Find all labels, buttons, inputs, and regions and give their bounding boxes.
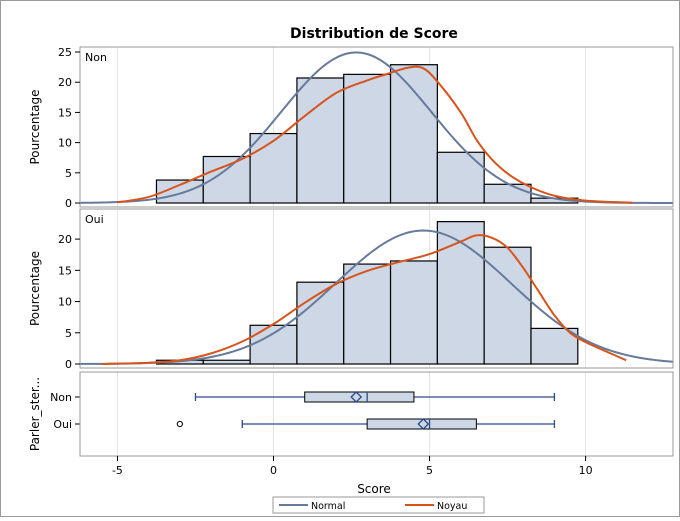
y-axis-label: Pourcentage	[28, 89, 42, 164]
x-tick-label: -5	[112, 464, 123, 477]
histogram-bar	[343, 73, 392, 204]
histogram-bar	[436, 221, 485, 365]
y-tick-label: 5	[65, 167, 72, 180]
histogram-bar	[249, 324, 298, 365]
histogram-bar	[389, 64, 438, 204]
legend: Normal Noyau	[272, 496, 485, 514]
y-axis-label: Pourcentage	[28, 251, 42, 326]
panel-frame	[79, 208, 674, 369]
kernel-curve	[101, 234, 627, 365]
x-tick-label: 0	[270, 464, 277, 477]
panel-oui: 0 5 10 15 20 Pourcentage Oui	[28, 208, 674, 371]
panel-boxplot: Non Oui Parler_ster... -5 0 5 10	[28, 371, 674, 477]
legend-box	[272, 496, 485, 514]
y-tick-label: 0	[65, 358, 72, 371]
legend-normal-label: Normal	[311, 501, 345, 512]
box-iqr	[304, 391, 415, 403]
legend-kernel-label: Noyau	[437, 501, 467, 512]
box-iqr	[366, 418, 477, 430]
panel-frame	[79, 371, 674, 457]
y-tick-label: 15	[58, 264, 72, 277]
histogram-bar	[296, 77, 345, 204]
x-tick-label: 10	[579, 464, 593, 477]
group-label: Non	[85, 51, 107, 64]
histogram-bar	[296, 281, 345, 365]
panel-frame	[79, 46, 674, 208]
y-tick-label: 10	[58, 296, 72, 309]
histogram-bar	[436, 151, 485, 204]
box-group-label: Non	[50, 391, 72, 404]
y-tick-label: 15	[58, 106, 72, 119]
kernel-curve	[117, 65, 633, 204]
group-label: Oui	[85, 213, 104, 226]
y-tick-label: 20	[58, 233, 72, 246]
histogram-bar	[202, 359, 251, 365]
normal-curve	[79, 51, 673, 204]
chart-title: Distribution de Score	[290, 26, 458, 42]
histogram-bar	[483, 183, 532, 204]
histogram-bar	[530, 327, 579, 365]
box-mean-marker	[350, 391, 363, 403]
histogram-bar	[389, 260, 438, 365]
box-y-axis-label: Parler_ster...	[28, 377, 42, 451]
y-tick-label: 25	[58, 46, 72, 59]
y-tick-label: 0	[65, 197, 72, 210]
x-axis-label: Score	[357, 482, 391, 496]
panel-non: 0 5 10 15 20 25 Pourcentage Non	[28, 46, 674, 210]
y-tick-label: 10	[58, 137, 72, 150]
box-group-label: Oui	[53, 418, 72, 431]
box-mean-marker	[417, 418, 430, 430]
histogram-bar	[249, 132, 298, 204]
histogram-bar	[343, 263, 392, 365]
x-tick-label: 5	[426, 464, 433, 477]
box-outlier	[176, 420, 183, 428]
y-tick-label: 20	[58, 76, 72, 89]
y-tick-label: 5	[65, 327, 72, 340]
